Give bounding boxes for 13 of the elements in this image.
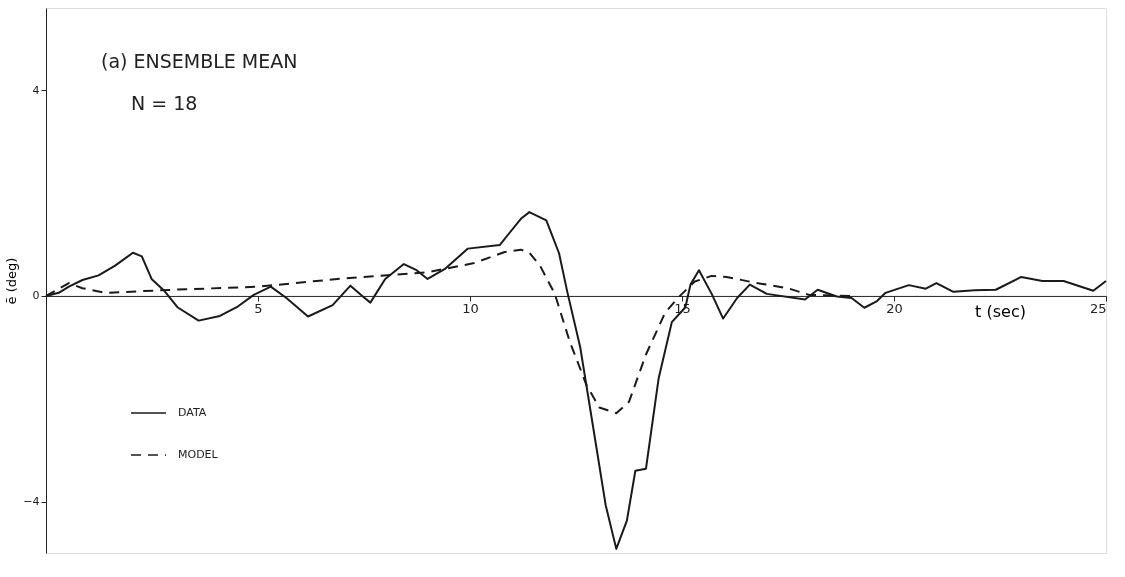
y-tick-label: 4 — [32, 83, 40, 97]
y-axis-title: ē (deg) — [4, 257, 20, 305]
x-tick-label: 5 — [254, 301, 263, 317]
x-axis-title: t (sec) — [975, 302, 1026, 322]
annotation: N = 18 — [131, 92, 198, 114]
text: (a) ENSEMBLE MEAN — [101, 50, 298, 72]
y-tick-label: 0 — [32, 289, 40, 303]
y-tick-label: −4 — [23, 495, 40, 509]
x-tick-label: 10 — [462, 301, 479, 317]
x-tick-label: 20 — [886, 301, 903, 317]
x-tick-label: 25 — [1089, 301, 1107, 317]
legend-label: DATA — [178, 406, 207, 419]
legend-label: MODEL — [178, 448, 219, 461]
